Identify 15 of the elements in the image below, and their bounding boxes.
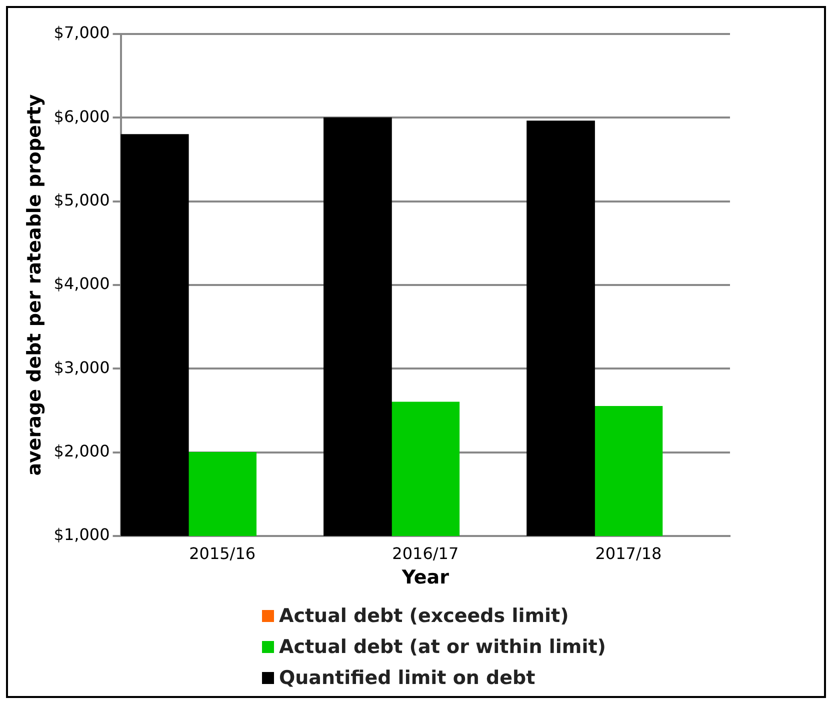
- y-tick-label: $1,000: [54, 525, 110, 544]
- y-axis-title: average debt per rateable property: [23, 94, 46, 476]
- legend-label: Actual debt (at or within limit): [279, 636, 606, 658]
- y-tick-label: $4,000: [54, 274, 110, 294]
- y-tick-label: $3,000: [54, 358, 110, 377]
- x-axis-title: Year: [400, 566, 450, 589]
- y-tick-label: $5,000: [54, 190, 110, 210]
- legend-label: Actual debt (exceeds limit): [279, 604, 569, 626]
- y-tick-label: $2,000: [54, 441, 110, 460]
- y-tick-label: $7,000: [54, 23, 110, 42]
- x-tick-label: 2017/18: [595, 544, 662, 563]
- x-tick-label: 2015/16: [189, 544, 256, 563]
- y-tick-label: $6,000: [54, 106, 110, 126]
- legend-label: Quantified limit on debt: [279, 666, 536, 688]
- x-tick-label: 2016/17: [392, 544, 459, 563]
